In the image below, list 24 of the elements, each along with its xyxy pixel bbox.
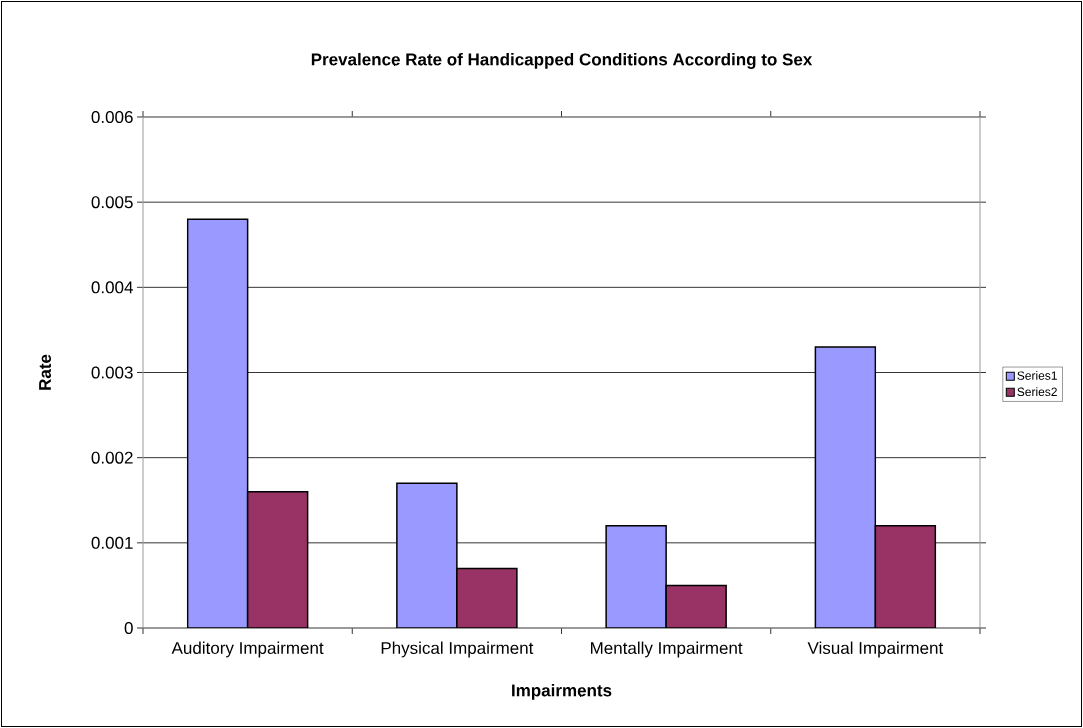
x-tick-label: Auditory Impairment <box>171 641 324 658</box>
y-tick-label: 0.006 <box>91 110 133 124</box>
y-tick-label: 0.001 <box>91 536 133 549</box>
bar <box>665 584 727 628</box>
bar <box>814 346 877 628</box>
bar <box>396 482 458 628</box>
y-tick-label: 0.004 <box>91 281 133 294</box>
legend-label: Series1 <box>1017 371 1057 380</box>
y-tick-label: 0.005 <box>91 196 133 209</box>
y-axis-title: Rate <box>39 354 52 390</box>
legend-label: Series2 <box>1017 387 1057 397</box>
bar <box>246 490 309 628</box>
x-tick-label: Visual Impairment <box>807 641 944 658</box>
chart-title: Prevalence Rate of Handicapped Conditions According to Sex <box>311 52 813 69</box>
bar <box>605 525 667 628</box>
y-tick-label: 0.003 <box>91 366 133 379</box>
y-tick-label: 0 <box>124 621 133 635</box>
y-tick-label: 0.002 <box>91 451 133 464</box>
bar <box>874 525 937 628</box>
bar <box>456 567 518 628</box>
x-axis-title: Impairments <box>512 683 612 700</box>
x-tick-label: Physical Impairment <box>381 641 534 658</box>
bar <box>186 218 249 628</box>
x-tick-label: Mentally Impairment <box>591 641 743 658</box>
